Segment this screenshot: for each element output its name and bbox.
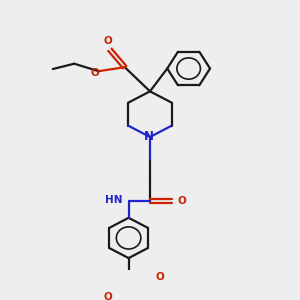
Text: HN: HN xyxy=(105,195,122,205)
Text: O: O xyxy=(103,292,112,300)
Text: N: N xyxy=(143,130,154,143)
Text: O: O xyxy=(91,68,99,77)
Text: O: O xyxy=(103,37,112,46)
Text: O: O xyxy=(155,272,164,282)
Text: O: O xyxy=(178,196,186,206)
